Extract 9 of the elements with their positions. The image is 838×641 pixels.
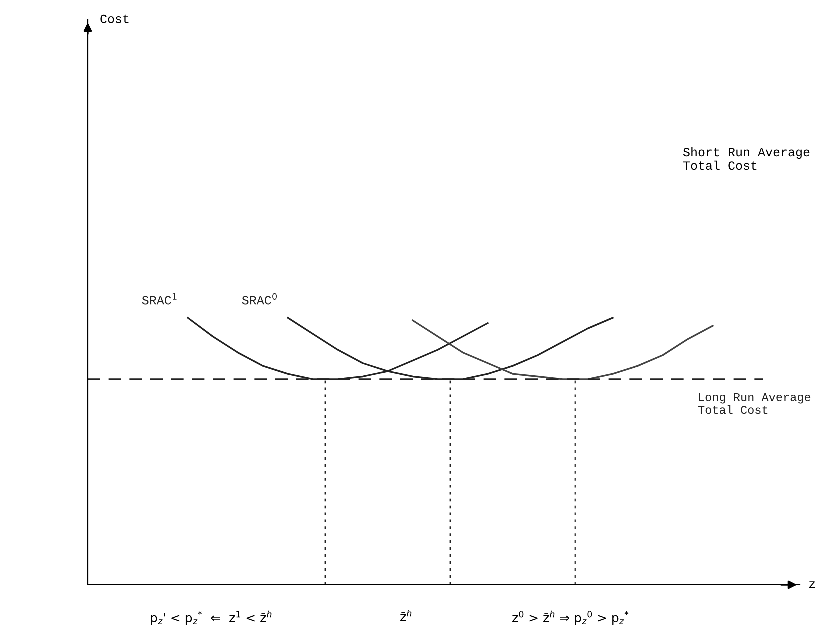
- x-axis-title: z: [809, 582, 816, 588]
- text: Short Run Average Total Cost: [683, 147, 810, 170]
- text: z$^{0}$ > z̄$^{h}$ ⇒ p$_{z}$$^{0}$ > p$_{z}$$^{*}$: [512, 610, 629, 625]
- series-label: SRAC$^{0}$: [242, 293, 277, 305]
- text: p$_{z}$' < p$_{z}$$^{*}$ ⇐ z$^{1}$ < z̄$^{h}$: [151, 610, 272, 625]
- series-label: Long Run Average Total Cost: [698, 394, 811, 414]
- series-label: SRAC$^{1}$: [142, 293, 177, 305]
- text: z̄$^{h}$: [400, 610, 412, 622]
- text: Cost: [100, 14, 129, 24]
